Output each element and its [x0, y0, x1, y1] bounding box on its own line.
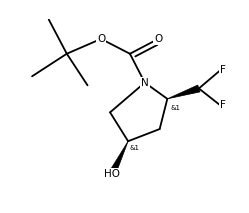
Text: O: O: [154, 34, 162, 44]
Text: N: N: [141, 78, 149, 88]
Text: F: F: [220, 65, 226, 75]
Text: &1: &1: [130, 145, 140, 151]
Text: F: F: [220, 100, 226, 110]
Text: HO: HO: [104, 169, 120, 179]
Polygon shape: [167, 85, 200, 99]
Text: &1: &1: [171, 105, 181, 111]
Polygon shape: [109, 141, 128, 176]
Text: O: O: [97, 34, 105, 44]
